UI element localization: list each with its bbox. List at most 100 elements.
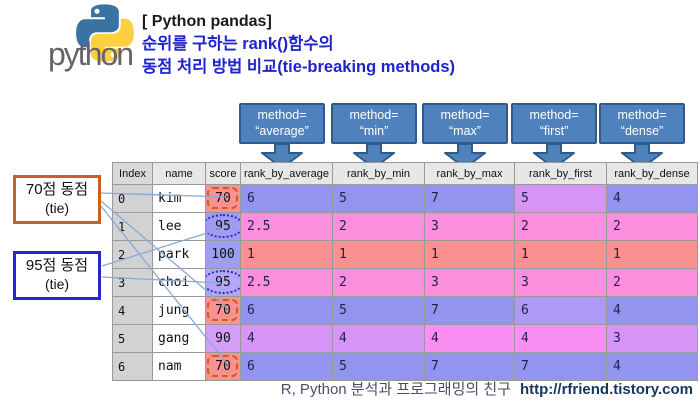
- table-row: 1 lee 95 2.5 2 3 2 2: [112, 212, 698, 241]
- down-arrow-icon: [621, 143, 663, 169]
- down-arrow-icon: [533, 143, 575, 169]
- annotation-text: (tie): [44, 200, 70, 216]
- column-header-score: score: [205, 162, 241, 185]
- rank-cell: 2: [606, 268, 698, 297]
- table-body: 0 kim 70 6 5 7 5 4 1 lee 95 2.5 2 3 2 2 2 park 100 1 1 1 1 1 3 ch…: [112, 184, 698, 381]
- column-header-name: name: [152, 162, 206, 185]
- index-cell: 0: [112, 184, 153, 213]
- rank-cell: 4: [514, 324, 607, 353]
- annotation-text: (tie): [44, 276, 70, 292]
- rank-cell: 6: [240, 184, 333, 213]
- down-arrow-icon: [444, 143, 486, 169]
- rank-cell: 2: [332, 212, 425, 241]
- title-line-3: 동점 처리 방법 비교(tie-breaking methods): [142, 58, 456, 76]
- table-row: 3 choi 95 2.5 2 3 3 2: [112, 268, 698, 297]
- callout-text: “average”: [255, 124, 309, 138]
- rank-cell: 3: [424, 212, 515, 241]
- score-cell: 70: [205, 184, 241, 213]
- score-cell: 70: [205, 296, 241, 325]
- score-cell: 95: [205, 268, 241, 297]
- name-cell: choi: [152, 268, 206, 297]
- rank-cell: 4: [240, 324, 333, 353]
- column-header-rank-by-max: rank_by_max: [424, 162, 515, 185]
- table-header-row: Index name score rank_by_average rank_by…: [112, 162, 698, 185]
- table-row: 6 nam 70 6 5 7 7 4: [112, 352, 698, 381]
- rank-cell: 6: [514, 296, 607, 325]
- index-cell: 5: [112, 324, 153, 353]
- callout-method-dense: method= “dense”: [599, 103, 685, 169]
- title-line-2: 순위를 구하는 rank()함수의: [142, 35, 334, 53]
- annotation-tie-95: 95점 동점 (tie): [13, 251, 101, 300]
- down-arrow-icon: [261, 143, 303, 169]
- rank-cell: 5: [332, 296, 425, 325]
- tie-dash-marker: [207, 355, 238, 377]
- name-cell: gang: [152, 324, 206, 353]
- score-cell: 70: [205, 352, 241, 381]
- rank-cell: 2.5: [240, 268, 333, 297]
- python-logo: python: [46, 2, 146, 82]
- rank-cell: 7: [424, 352, 515, 381]
- python-wordmark: python: [48, 36, 134, 72]
- rank-cell: 7: [514, 352, 607, 381]
- python-logo-icon: [76, 4, 134, 62]
- rank-cell: 4: [424, 324, 515, 353]
- column-header-rank-by-min: rank_by_min: [332, 162, 425, 185]
- callout-text: method=: [349, 108, 399, 122]
- column-header-rank-by-dense: rank_by_dense: [606, 162, 698, 185]
- rank-cell: 5: [332, 184, 425, 213]
- rank-cell: 2: [514, 212, 607, 241]
- index-cell: 3: [112, 268, 153, 297]
- index-cell: 1: [112, 212, 153, 241]
- rank-cell: 3: [514, 268, 607, 297]
- column-header-index: Index: [112, 162, 153, 185]
- title-block: [ Python pandas] 순위를 구하는 rank()함수의 동점 처리…: [142, 10, 455, 79]
- callout-text: “dense”: [620, 124, 664, 138]
- name-cell: nam: [152, 352, 206, 381]
- annotation-text: 70점 동점: [25, 181, 89, 198]
- rank-cell: 1: [240, 240, 333, 269]
- footer-url[interactable]: http://rfriend.tistory.com: [519, 381, 693, 398]
- name-cell: jung: [152, 296, 206, 325]
- rank-cell: 4: [606, 184, 698, 213]
- tie-dot-marker: [206, 270, 240, 294]
- callout-method-max: method= “max”: [422, 103, 508, 169]
- annotation-text: 95점 동점: [25, 257, 89, 274]
- title-line-1: [ Python pandas]: [142, 13, 272, 30]
- rank-cell: 2: [606, 212, 698, 241]
- rank-cell: 4: [332, 324, 425, 353]
- table-row: 2 park 100 1 1 1 1 1: [112, 240, 698, 269]
- rank-cell: 3: [606, 324, 698, 353]
- score-cell: 100: [205, 240, 241, 269]
- table-row: 0 kim 70 6 5 7 5 4: [112, 184, 698, 213]
- callout-method-first: method= “first”: [511, 103, 597, 169]
- column-header-rank-by-average: rank_by_average: [240, 162, 333, 185]
- callout-text: method=: [617, 108, 667, 122]
- index-cell: 6: [112, 352, 153, 381]
- footer-tagline: R, Python 분석과 프로그래밍의 친구: [280, 381, 511, 398]
- name-cell: park: [152, 240, 206, 269]
- score-cell: 95: [205, 212, 241, 241]
- rank-cell: 5: [332, 352, 425, 381]
- callout-text: “min”: [359, 124, 389, 138]
- rank-cell: 1: [424, 240, 515, 269]
- callout-method-average: method= “average”: [239, 103, 325, 169]
- name-cell: lee: [152, 212, 206, 241]
- down-arrow-icon: [353, 143, 395, 169]
- rank-cell: 3: [424, 268, 515, 297]
- index-cell: 2: [112, 240, 153, 269]
- rank-cell: 6: [240, 352, 333, 381]
- rank-cell: 2: [332, 268, 425, 297]
- rank-cell: 2.5: [240, 212, 333, 241]
- rank-comparison-table: Index name score rank_by_average rank_by…: [112, 162, 698, 381]
- rank-cell: 7: [424, 184, 515, 213]
- index-cell: 4: [112, 296, 153, 325]
- callout-text: method=: [257, 108, 307, 122]
- callout-text: method=: [529, 108, 579, 122]
- callout-text: “max”: [449, 124, 481, 138]
- annotation-tie-70: 70점 동점 (tie): [13, 175, 101, 224]
- table-row: 5 gang 90 4 4 4 4 3: [112, 324, 698, 353]
- rank-cell: 7: [424, 296, 515, 325]
- rank-cell: 4: [606, 296, 698, 325]
- tie-dot-marker: [206, 214, 240, 238]
